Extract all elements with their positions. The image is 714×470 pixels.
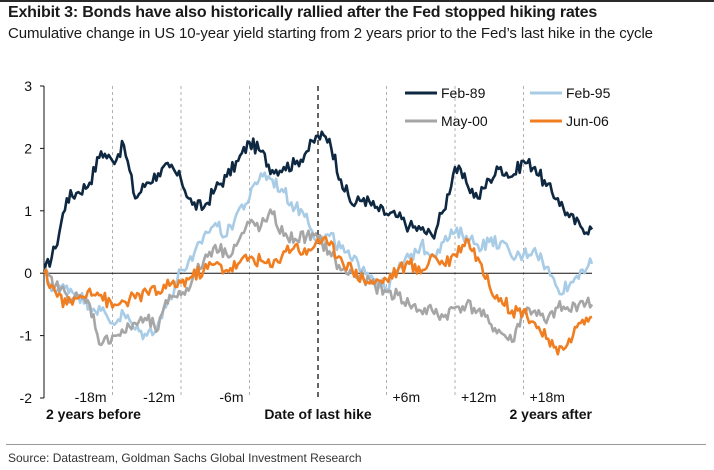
legend-label: Feb-95	[566, 85, 611, 101]
chart-title: Exhibit 3: Bonds have also historically …	[8, 4, 598, 21]
marker-label: -18m	[75, 389, 107, 405]
y-tick-label: 1	[24, 203, 32, 219]
legend-label: Feb-89	[441, 85, 486, 101]
source-note: Source: Datastream, Goldman Sachs Global…	[8, 451, 362, 465]
y-tick-label: 3	[24, 78, 32, 94]
marker-label: -12m	[143, 389, 175, 405]
top-rule	[0, 0, 714, 2]
marker-label: +6m	[393, 389, 421, 405]
legend-label: May-00	[441, 113, 488, 129]
y-tick-label: -2	[20, 390, 33, 406]
series-lines	[42, 130, 594, 356]
chart-subtitle: Cumulative change in US 10-year yield st…	[8, 25, 653, 42]
legend-label: Jun-06	[566, 113, 609, 129]
bottom-label: Date of last hike	[264, 406, 372, 422]
y-tick-label: 2	[24, 140, 32, 156]
series-line-jun-06	[42, 235, 593, 356]
marker-label: +12m	[461, 389, 496, 405]
bottom-label: 2 years before	[46, 406, 141, 422]
line-chart: -2 -1 0 1 2 3 -18m -12m -6m +6m +12m +18m 2 years b…	[20, 78, 611, 422]
source-rule	[6, 444, 706, 445]
marker-label: +18m	[530, 389, 565, 405]
y-tick-label: 0	[24, 265, 32, 281]
series-line-feb-89	[42, 130, 594, 274]
marker-label: -6m	[219, 389, 243, 405]
bottom-label: 2 years after	[509, 406, 592, 422]
y-tick-label: -1	[20, 328, 33, 344]
axes: -2 -1 0 1 2 3	[20, 78, 592, 406]
axis-labels: -18m -12m -6m +6m +12m +18m 2 years before Date…	[46, 389, 593, 422]
legend: Feb-89 Feb-95 May-00 Jun-06	[405, 85, 611, 129]
